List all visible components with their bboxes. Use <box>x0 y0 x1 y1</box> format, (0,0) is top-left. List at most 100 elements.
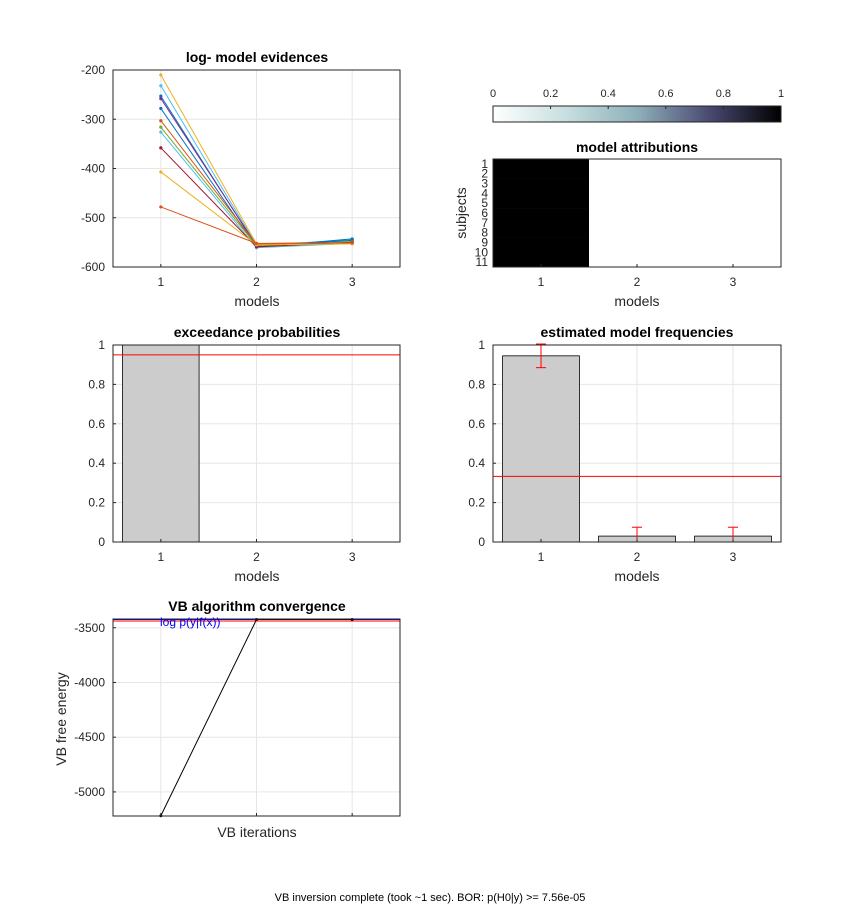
data-point <box>159 106 163 111</box>
estimated-model-frequencies-panel: 0 0.2 0.4 0.6 0.8 1 1 2 3 estimated model freque… <box>468 324 782 584</box>
x-tick-label: 2 <box>634 275 641 289</box>
y-tick-label: -5000 <box>74 785 105 799</box>
y-tick-label: -400 <box>81 162 105 176</box>
data-point <box>159 205 163 209</box>
y-tick-label: 0.4 <box>468 456 485 470</box>
heatmap-cell <box>589 208 686 219</box>
colorbar-tick-label: 0.8 <box>716 88 731 100</box>
chart-title: estimated model frequencies <box>541 324 734 340</box>
log-model-evidences-panel: -200 -300 -400 -500 -600 1 2 3 log- model evide… <box>81 49 401 309</box>
heatmap-cell <box>493 198 590 209</box>
heatmap-cell <box>685 247 782 258</box>
x-axis-label: models <box>234 293 279 309</box>
y-axis-label: subjects <box>453 187 469 238</box>
heatmap-cell <box>493 178 590 189</box>
y-tick-label: -300 <box>81 112 105 126</box>
y-tick-label: 5 <box>481 196 488 210</box>
heatmap-cell <box>589 247 686 258</box>
x-tick-label: 3 <box>349 550 356 564</box>
data-point <box>159 73 163 77</box>
heatmap-cell <box>493 237 590 248</box>
y-tick-label: 0 <box>98 535 105 549</box>
y-tick-label: 0.2 <box>468 496 485 510</box>
x-axis-label: VB iterations <box>217 824 296 840</box>
y-tick-label: 0.8 <box>468 377 485 391</box>
heatmap-cell <box>493 257 590 268</box>
data-point <box>350 241 354 245</box>
x-tick-label: 1 <box>157 275 164 289</box>
y-tick-label: -200 <box>81 63 105 77</box>
y-tick-label: 4 <box>481 186 488 200</box>
x-tick-label: 2 <box>253 275 260 289</box>
colorbar <box>492 105 782 123</box>
heatmap-cell <box>589 237 686 248</box>
heatmap-cell <box>493 168 590 179</box>
data-point <box>350 237 354 241</box>
heatmap-cell <box>685 188 782 199</box>
y-tick-label: -600 <box>81 260 105 274</box>
y-tick-label: 0.2 <box>88 496 105 510</box>
data-point <box>159 170 163 174</box>
x-tick-label: 3 <box>730 550 737 564</box>
heatmap-cell <box>685 159 782 170</box>
heatmap-cell <box>685 198 782 209</box>
data-point <box>159 94 163 98</box>
data-point <box>159 84 163 88</box>
heatmap-cell <box>685 168 782 179</box>
data-point <box>159 119 163 123</box>
heatmap-cell <box>493 208 590 219</box>
data-point <box>159 146 163 150</box>
colorbar-tick-label: 1 <box>778 88 784 100</box>
y-tick-label: 9 <box>481 235 488 249</box>
y-tick-label: 0.6 <box>468 417 485 431</box>
y-tick-label: 2 <box>481 167 488 181</box>
colorbar-tick-label: 0 <box>490 88 496 100</box>
heatmap-cell <box>493 188 590 199</box>
x-axis-label: models <box>614 293 659 309</box>
heatmap-cell <box>493 227 590 238</box>
bar-model-1 <box>502 355 580 543</box>
data-point <box>159 130 163 134</box>
heatmap-cell <box>493 247 590 258</box>
x-tick-label: 2 <box>253 550 260 564</box>
y-tick-label: -3500 <box>74 621 105 635</box>
heatmap-cell <box>685 257 782 268</box>
data-point <box>255 618 258 622</box>
x-axis-label: models <box>614 568 659 584</box>
y-tick-label: 0.8 <box>88 377 105 391</box>
x-tick-label: 1 <box>538 275 545 289</box>
y-tick-label: -4000 <box>74 675 105 689</box>
heatmap-cell <box>589 198 686 209</box>
y-axis-label: VB free energy <box>53 672 69 765</box>
heatmap-cell <box>589 227 686 238</box>
heatmap-cell <box>589 168 686 179</box>
heatmap-cell <box>589 178 686 189</box>
colorbar-tick-label: 0.6 <box>658 88 673 100</box>
heatmap-cell <box>685 178 782 189</box>
vb-algorithm-convergence-panel: -3500 -4000 -4500 -5000 VB algorithm conver… <box>53 598 401 840</box>
heatmap-cell <box>589 217 686 229</box>
status-text: VB inversion complete (took ~1 sec). BOR… <box>275 892 586 904</box>
heatmap-cell <box>685 217 782 229</box>
exceedance-probabilities-panel: 0 0.2 0.4 0.6 0.8 1 1 2 3 exceedance probabiliti… <box>88 324 401 584</box>
y-tick-label: 6 <box>481 206 488 220</box>
y-tick-label: -4500 <box>74 730 105 744</box>
x-tick-label: 1 <box>157 550 164 564</box>
chart-title: VB algorithm convergence <box>168 598 346 614</box>
heatmap-cell <box>493 217 590 229</box>
data-point <box>159 96 163 101</box>
legend-label: log p(y|f(x)) <box>160 615 220 629</box>
y-tick-label: 1 <box>478 338 485 352</box>
y-tick-label: 8 <box>481 226 488 240</box>
chart-title: model attributions <box>576 139 698 155</box>
heatmap-cell <box>589 188 686 199</box>
y-tick-label: 0 <box>478 535 485 549</box>
y-tick-label: 1 <box>98 338 105 352</box>
heatmap-cell <box>589 257 686 268</box>
colorbar-tick-label: 0.2 <box>543 88 558 100</box>
y-tick-label: 7 <box>481 216 488 230</box>
heatmap-cell <box>685 237 782 248</box>
y-tick-label: 0.4 <box>88 456 105 470</box>
x-tick-label: 1 <box>538 550 545 564</box>
